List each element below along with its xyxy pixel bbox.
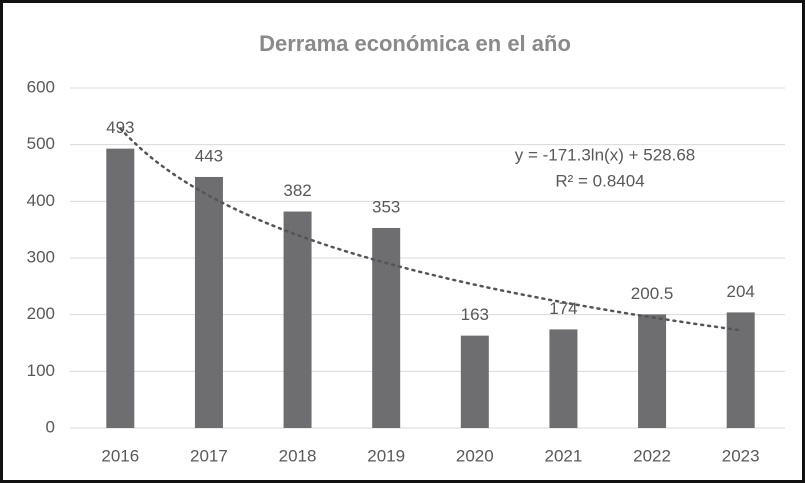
data-label: 204 xyxy=(727,282,755,301)
y-tick-label: 0 xyxy=(46,417,55,436)
y-tick-label: 600 xyxy=(27,77,55,96)
trend-r-squared: R² = 0.8404 xyxy=(555,171,644,190)
bar xyxy=(372,227,401,428)
bar xyxy=(549,329,578,428)
x-tick-label: 2016 xyxy=(101,446,139,465)
x-tick-label: 2020 xyxy=(456,446,494,465)
trend-equation: y = -171.3ln(x) + 528.68 xyxy=(515,145,696,164)
x-tick-label: 2018 xyxy=(279,446,317,465)
data-label: 163 xyxy=(461,305,489,324)
data-label: 200.5 xyxy=(631,284,674,303)
x-tick-label: 2021 xyxy=(545,446,583,465)
data-label: 353 xyxy=(372,197,400,216)
bar xyxy=(726,312,755,428)
x-tick-label: 2019 xyxy=(367,446,405,465)
y-tick-label: 200 xyxy=(27,304,55,323)
y-tick-label: 500 xyxy=(27,134,55,153)
y-tick-label: 400 xyxy=(27,191,55,210)
y-tick-label: 300 xyxy=(27,247,55,266)
bar xyxy=(460,335,489,428)
data-label: 443 xyxy=(195,146,223,165)
trendline xyxy=(119,127,742,332)
bar xyxy=(106,148,135,428)
x-tick-label: 2022 xyxy=(633,446,671,465)
data-label: 382 xyxy=(283,181,311,200)
x-tick-label: 2017 xyxy=(190,446,228,465)
chart-title: Derrama económica en el año xyxy=(259,31,571,56)
bar xyxy=(283,211,312,428)
y-tick-label: 100 xyxy=(27,361,55,380)
bar xyxy=(194,176,223,428)
bar xyxy=(638,314,667,428)
x-tick-label: 2023 xyxy=(722,446,760,465)
